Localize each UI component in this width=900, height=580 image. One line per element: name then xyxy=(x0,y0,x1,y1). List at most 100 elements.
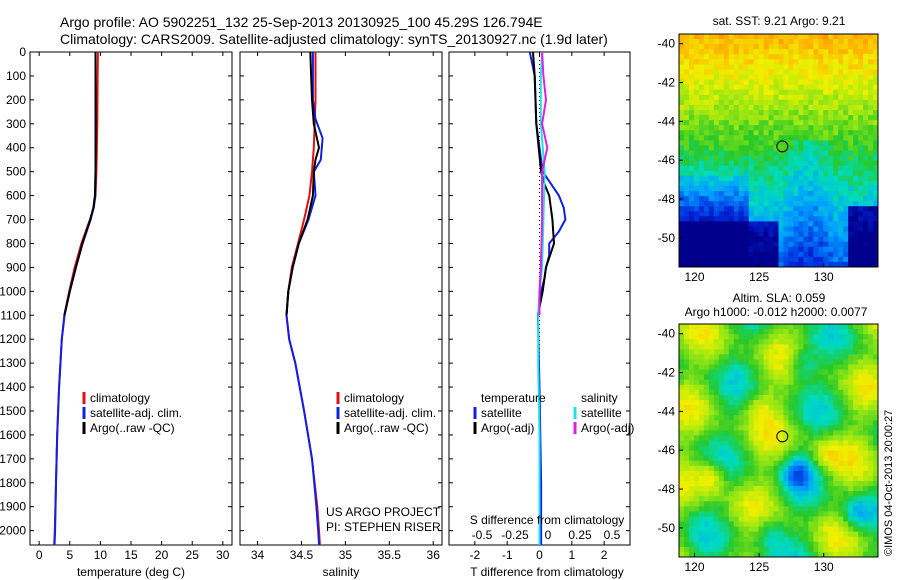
heatmap-cell xyxy=(743,450,750,457)
heatmap-cell xyxy=(798,435,804,442)
heatmap-cell xyxy=(783,389,790,396)
heatmap-cell xyxy=(708,384,715,391)
heatmap-cell xyxy=(768,521,775,528)
heatmap-cell xyxy=(833,135,839,141)
heatmap-cell xyxy=(798,39,804,45)
heatmap-cell xyxy=(728,256,735,263)
depth-tick-label: 100 xyxy=(6,69,26,83)
heatmap-cell xyxy=(738,394,745,401)
heatmap-cell xyxy=(768,165,775,172)
heatmap-cell xyxy=(798,384,804,391)
heatmap-cell xyxy=(723,486,730,492)
heatmap-cell xyxy=(718,521,725,528)
heatmap-cell xyxy=(733,420,740,426)
heatmap-cell xyxy=(723,34,730,40)
heatmap-cell xyxy=(758,339,765,345)
heatmap-cell xyxy=(823,364,829,371)
heatmap-cell xyxy=(803,481,809,487)
heatmap-cell xyxy=(798,531,804,538)
heatmap-cell xyxy=(708,374,715,381)
heatmap-cell xyxy=(828,536,834,543)
heatmap-cell xyxy=(803,150,809,157)
heatmap-cell xyxy=(683,211,690,217)
heatmap-cell xyxy=(808,501,814,507)
heatmap-cell xyxy=(743,150,750,157)
heatmap-cell xyxy=(803,531,809,538)
heatmap-cell xyxy=(723,261,730,267)
heatmap-cell xyxy=(818,546,824,553)
heatmap-cell xyxy=(848,445,854,452)
heatmap-cell xyxy=(683,165,690,172)
heatmap-cell xyxy=(788,506,795,513)
heatmap-cell xyxy=(823,399,829,406)
heatmap-cell xyxy=(688,450,695,457)
heatmap-cell xyxy=(708,135,715,141)
heatmap-cell xyxy=(738,425,745,431)
heatmap-cell xyxy=(683,54,690,60)
legend-t-argo-label: Argo(-adj) xyxy=(481,421,534,435)
heatmap-cell xyxy=(743,39,750,45)
heatmap-cell xyxy=(828,135,834,141)
heatmap-cell xyxy=(823,339,829,345)
heatmap-cell xyxy=(813,99,819,106)
heatmap-cell xyxy=(853,44,859,50)
heatmap-cell xyxy=(743,145,750,152)
heatmap-cell xyxy=(783,84,790,91)
heatmap-cell xyxy=(763,516,770,523)
heatmap-cell xyxy=(803,435,809,442)
heatmap-cell xyxy=(788,460,795,467)
heatmap-cell xyxy=(853,481,859,487)
heatmap-cell xyxy=(868,160,874,167)
heatmap-cell xyxy=(823,185,829,192)
heatmap-cell xyxy=(843,64,849,71)
heatmap-cell xyxy=(823,155,829,162)
heatmap-cell xyxy=(733,384,740,391)
heatmap-cell xyxy=(693,379,700,386)
heatmap-cell xyxy=(688,89,695,96)
heatmap-cell xyxy=(688,39,695,45)
heatmap-cell xyxy=(818,541,824,548)
heatmap-cell xyxy=(873,435,878,442)
heatmap-cell xyxy=(813,379,819,386)
heatmap-cell xyxy=(738,445,745,452)
heatmap-cell xyxy=(688,374,695,381)
heatmap-cell xyxy=(848,526,854,533)
heatmap-cell xyxy=(758,394,765,401)
heatmap-cell xyxy=(808,261,814,267)
heatmap-cell xyxy=(753,44,760,50)
heatmap-cell xyxy=(843,79,849,86)
heatmap-cell xyxy=(763,435,770,442)
heatmap-cell xyxy=(698,531,705,538)
heatmap-cell xyxy=(768,359,775,366)
heatmap-cell xyxy=(708,369,715,376)
heatmap-cell xyxy=(688,551,695,557)
heatmap-cell xyxy=(743,196,750,202)
heatmap-cell xyxy=(733,185,740,192)
heatmap-cell xyxy=(828,49,834,55)
heatmap-cell xyxy=(679,344,685,350)
heatmap-cell xyxy=(758,511,765,518)
heatmap-cell xyxy=(808,369,814,376)
heatmap-cell xyxy=(768,329,775,335)
heatmap-cell xyxy=(813,39,819,45)
heatmap-cell xyxy=(818,251,824,258)
heatmap-cell xyxy=(843,405,849,411)
heatmap-cell xyxy=(758,496,765,502)
heatmap-cell xyxy=(708,34,715,40)
heatmap-cell xyxy=(778,69,785,76)
heatmap-cell xyxy=(748,420,755,426)
heatmap-cell xyxy=(753,334,760,340)
heatmap-cell xyxy=(713,435,720,442)
heatmap-cell xyxy=(838,329,844,335)
heatmap-cell xyxy=(723,425,730,431)
heatmap-cell xyxy=(848,201,854,207)
heatmap-cell xyxy=(738,231,745,238)
heatmap-cell xyxy=(808,145,814,152)
heatmap-cell xyxy=(783,384,790,391)
heatmap-cell xyxy=(848,155,854,162)
heatmap-cell xyxy=(679,394,685,401)
heatmap-cell xyxy=(763,465,770,472)
heatmap-cell xyxy=(793,69,799,76)
heatmap-cell xyxy=(873,59,878,65)
heatmap-cell xyxy=(813,491,819,497)
